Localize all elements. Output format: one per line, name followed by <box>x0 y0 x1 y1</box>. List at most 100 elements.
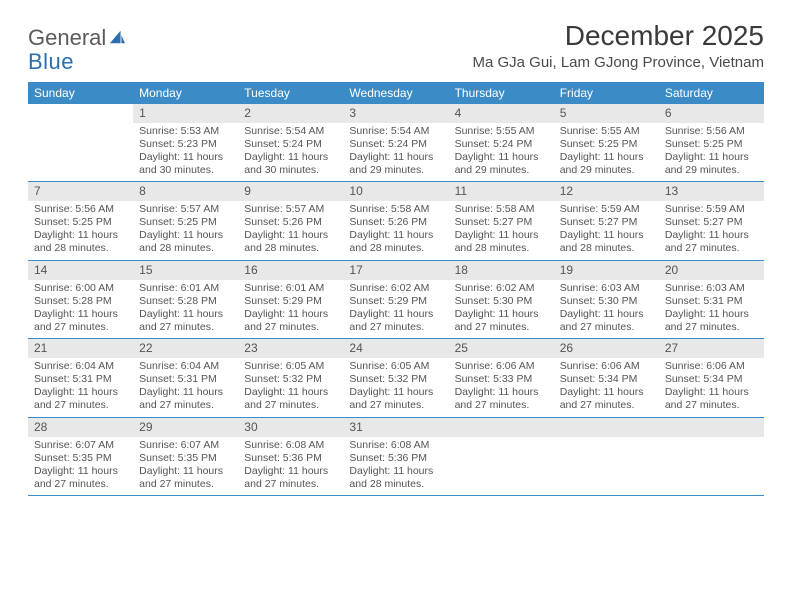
daylight-text: Daylight: 11 hours and 27 minutes. <box>665 229 758 255</box>
day-cell: 1Sunrise: 5:53 AMSunset: 5:23 PMDaylight… <box>133 104 238 182</box>
sunset-text: Sunset: 5:28 PM <box>34 295 127 308</box>
sunset-text: Sunset: 5:25 PM <box>139 216 232 229</box>
day-details: Sunrise: 5:57 AMSunset: 5:26 PMDaylight:… <box>238 201 343 260</box>
day-cell: 5Sunrise: 5:55 AMSunset: 5:25 PMDaylight… <box>554 104 659 182</box>
daylight-text: Daylight: 11 hours and 27 minutes. <box>244 308 337 334</box>
brand-sail-icon <box>107 29 127 50</box>
day-cell: 19Sunrise: 6:03 AMSunset: 5:30 PMDayligh… <box>554 260 659 339</box>
day-cell: 31Sunrise: 6:08 AMSunset: 5:36 PMDayligh… <box>343 417 448 496</box>
daylight-text: Daylight: 11 hours and 27 minutes. <box>34 386 127 412</box>
day-details: Sunrise: 6:02 AMSunset: 5:30 PMDaylight:… <box>449 280 554 339</box>
sunset-text: Sunset: 5:34 PM <box>560 373 653 386</box>
day-details: Sunrise: 6:07 AMSunset: 5:35 PMDaylight:… <box>28 437 133 496</box>
day-cell: 15Sunrise: 6:01 AMSunset: 5:28 PMDayligh… <box>133 260 238 339</box>
sunrise-text: Sunrise: 6:05 AM <box>244 360 337 373</box>
sunset-text: Sunset: 5:30 PM <box>560 295 653 308</box>
sunset-text: Sunset: 5:31 PM <box>139 373 232 386</box>
day-cell: 17Sunrise: 6:02 AMSunset: 5:29 PMDayligh… <box>343 260 448 339</box>
weekday-header: Sunday <box>28 82 133 104</box>
sunrise-text: Sunrise: 6:03 AM <box>560 282 653 295</box>
day-details: Sunrise: 5:56 AMSunset: 5:25 PMDaylight:… <box>28 201 133 260</box>
sunset-text: Sunset: 5:26 PM <box>349 216 442 229</box>
sunset-text: Sunset: 5:26 PM <box>244 216 337 229</box>
sunrise-text: Sunrise: 6:02 AM <box>455 282 548 295</box>
sunrise-text: Sunrise: 6:00 AM <box>34 282 127 295</box>
day-number: 11 <box>449 182 554 201</box>
daylight-text: Daylight: 11 hours and 27 minutes. <box>139 465 232 491</box>
sunrise-text: Sunrise: 6:03 AM <box>665 282 758 295</box>
day-cell: 27Sunrise: 6:06 AMSunset: 5:34 PMDayligh… <box>659 339 764 418</box>
day-cell: 16Sunrise: 6:01 AMSunset: 5:29 PMDayligh… <box>238 260 343 339</box>
day-number: 6 <box>659 104 764 123</box>
sunset-text: Sunset: 5:27 PM <box>560 216 653 229</box>
day-cell: 23Sunrise: 6:05 AMSunset: 5:32 PMDayligh… <box>238 339 343 418</box>
daylight-text: Daylight: 11 hours and 28 minutes. <box>34 229 127 255</box>
day-details: Sunrise: 5:56 AMSunset: 5:25 PMDaylight:… <box>659 123 764 182</box>
day-cell: 3Sunrise: 5:54 AMSunset: 5:24 PMDaylight… <box>343 104 448 182</box>
sunrise-text: Sunrise: 5:53 AM <box>139 125 232 138</box>
day-number: 5 <box>554 104 659 123</box>
sunrise-text: Sunrise: 6:01 AM <box>244 282 337 295</box>
day-number: 18 <box>449 261 554 280</box>
day-number <box>659 418 764 437</box>
day-number: 26 <box>554 339 659 358</box>
daylight-text: Daylight: 11 hours and 27 minutes. <box>560 308 653 334</box>
day-details: Sunrise: 5:57 AMSunset: 5:25 PMDaylight:… <box>133 201 238 260</box>
day-number: 20 <box>659 261 764 280</box>
day-details: Sunrise: 6:03 AMSunset: 5:31 PMDaylight:… <box>659 280 764 339</box>
day-number <box>554 418 659 437</box>
sunset-text: Sunset: 5:31 PM <box>665 295 758 308</box>
day-details: Sunrise: 5:55 AMSunset: 5:24 PMDaylight:… <box>449 123 554 182</box>
weekday-header-row: Sunday Monday Tuesday Wednesday Thursday… <box>28 82 764 104</box>
location-label: Ma GJa Gui, Lam GJong Province, Vietnam <box>472 54 764 71</box>
calendar-table: Sunday Monday Tuesday Wednesday Thursday… <box>28 82 764 497</box>
sunrise-text: Sunrise: 5:56 AM <box>665 125 758 138</box>
sunrise-text: Sunrise: 5:59 AM <box>560 203 653 216</box>
day-cell <box>449 417 554 496</box>
day-details: Sunrise: 5:59 AMSunset: 5:27 PMDaylight:… <box>554 201 659 260</box>
daylight-text: Daylight: 11 hours and 27 minutes. <box>34 308 127 334</box>
month-title: December 2025 <box>472 20 764 52</box>
sunset-text: Sunset: 5:36 PM <box>244 452 337 465</box>
sunrise-text: Sunrise: 6:07 AM <box>34 439 127 452</box>
day-number: 10 <box>343 182 448 201</box>
day-cell <box>554 417 659 496</box>
day-cell: 14Sunrise: 6:00 AMSunset: 5:28 PMDayligh… <box>28 260 133 339</box>
sunrise-text: Sunrise: 6:01 AM <box>139 282 232 295</box>
sunrise-text: Sunrise: 6:04 AM <box>139 360 232 373</box>
daylight-text: Daylight: 11 hours and 29 minutes. <box>560 151 653 177</box>
week-row: 7Sunrise: 5:56 AMSunset: 5:25 PMDaylight… <box>28 182 764 261</box>
day-cell: 29Sunrise: 6:07 AMSunset: 5:35 PMDayligh… <box>133 417 238 496</box>
day-cell <box>659 417 764 496</box>
day-details: Sunrise: 6:06 AMSunset: 5:33 PMDaylight:… <box>449 358 554 417</box>
day-number: 12 <box>554 182 659 201</box>
day-cell: 18Sunrise: 6:02 AMSunset: 5:30 PMDayligh… <box>449 260 554 339</box>
sunrise-text: Sunrise: 5:58 AM <box>349 203 442 216</box>
sunset-text: Sunset: 5:25 PM <box>665 138 758 151</box>
day-number: 17 <box>343 261 448 280</box>
daylight-text: Daylight: 11 hours and 27 minutes. <box>244 465 337 491</box>
sunrise-text: Sunrise: 5:56 AM <box>34 203 127 216</box>
daylight-text: Daylight: 11 hours and 28 minutes. <box>560 229 653 255</box>
sunrise-text: Sunrise: 5:58 AM <box>455 203 548 216</box>
brand-part2: Blue <box>28 49 74 74</box>
sunset-text: Sunset: 5:25 PM <box>34 216 127 229</box>
day-number: 8 <box>133 182 238 201</box>
day-details: Sunrise: 6:04 AMSunset: 5:31 PMDaylight:… <box>28 358 133 417</box>
day-number: 16 <box>238 261 343 280</box>
daylight-text: Daylight: 11 hours and 27 minutes. <box>665 308 758 334</box>
sunset-text: Sunset: 5:24 PM <box>455 138 548 151</box>
day-cell: 30Sunrise: 6:08 AMSunset: 5:36 PMDayligh… <box>238 417 343 496</box>
day-details: Sunrise: 6:03 AMSunset: 5:30 PMDaylight:… <box>554 280 659 339</box>
sunset-text: Sunset: 5:32 PM <box>244 373 337 386</box>
day-details: Sunrise: 6:06 AMSunset: 5:34 PMDaylight:… <box>554 358 659 417</box>
daylight-text: Daylight: 11 hours and 29 minutes. <box>349 151 442 177</box>
day-details: Sunrise: 5:54 AMSunset: 5:24 PMDaylight:… <box>343 123 448 182</box>
sunrise-text: Sunrise: 5:55 AM <box>560 125 653 138</box>
sunset-text: Sunset: 5:33 PM <box>455 373 548 386</box>
daylight-text: Daylight: 11 hours and 27 minutes. <box>139 386 232 412</box>
sunset-text: Sunset: 5:28 PM <box>139 295 232 308</box>
sunrise-text: Sunrise: 6:07 AM <box>139 439 232 452</box>
sunrise-text: Sunrise: 5:54 AM <box>349 125 442 138</box>
day-number <box>449 418 554 437</box>
